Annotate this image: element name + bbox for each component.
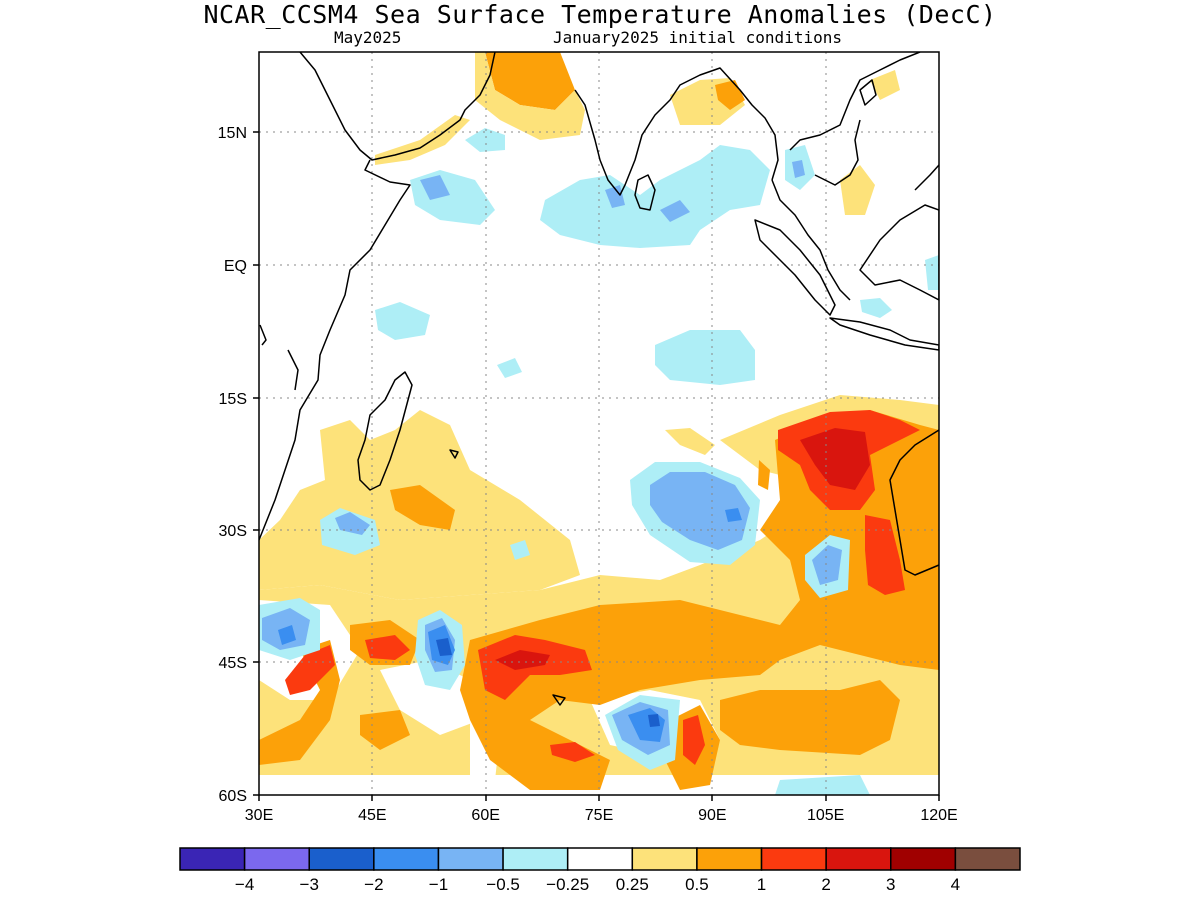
madagascar-coast	[357, 371, 413, 491]
sumatra-coast	[754, 219, 836, 316]
x-tick-label: 30E	[245, 807, 273, 824]
darkred-core-australia	[800, 428, 870, 490]
colorbar-swatch	[566, 847, 634, 871]
colorbar-level-label: 2	[821, 875, 830, 894]
colorbar-swatch	[243, 847, 310, 871]
colorbar-level-label: 3	[886, 875, 895, 894]
colorbar-swatch	[825, 847, 892, 871]
colorbar-level-label: 1	[757, 875, 766, 894]
orange-region-central	[460, 410, 939, 790]
x-tick-label: 120E	[920, 807, 957, 824]
y-tick-labels: 15N EQ 15S 30S 45S 60S	[218, 125, 247, 805]
forecast-month: May2025	[334, 28, 402, 47]
orange-region-east-south	[720, 680, 900, 755]
colorbar: −4 −3 −2 −1 −0.5 −0.25 0.25 0.5 1 2 3 4	[179, 847, 1021, 894]
warm-region-arabian-sea	[475, 52, 585, 140]
x-tick-label: 45E	[358, 807, 386, 824]
darkred-core-45s	[495, 650, 550, 670]
africa-arabia-coast	[299, 52, 496, 161]
colorbar-level-label: −3	[300, 875, 319, 894]
australia-coast	[889, 429, 939, 576]
x-tick-label: 105E	[807, 807, 844, 824]
anomaly-field	[259, 52, 939, 795]
coastlines	[259, 52, 939, 706]
colorbar-swatch	[437, 847, 504, 871]
colorbar-swatch	[631, 847, 698, 871]
india-coast	[574, 67, 779, 196]
y-tick-label: 15N	[218, 125, 247, 142]
y-tick-label: 15S	[219, 391, 247, 408]
x-tick-label: 75E	[585, 807, 613, 824]
cool-region-central	[655, 330, 755, 385]
borneo-coast	[859, 204, 939, 301]
sri-lanka-coast	[634, 174, 656, 211]
map-title: NCAR_CCSM4 Sea Surface Temperature Anoma…	[203, 0, 997, 29]
colorbar-level-label: −1	[429, 875, 448, 894]
x-tick-labels: 30E 45E 60E 75E 90E 105E 120E	[245, 807, 958, 824]
colorbar-level-label: −4	[235, 875, 254, 894]
grid-lines	[259, 52, 939, 795]
colorbar-swatch	[696, 847, 763, 871]
colorbar-swatch	[179, 847, 246, 871]
red-region-45s	[478, 635, 592, 700]
colorbar-swatch	[502, 847, 569, 871]
java-coast	[829, 317, 939, 351]
orange-region-arabian-sea	[485, 52, 575, 110]
y-tick-label: 30S	[219, 523, 247, 540]
colorbar-swatch	[308, 847, 375, 871]
x-tick-label: 90E	[698, 807, 726, 824]
colorbar-swatch	[890, 847, 957, 871]
southeast-asia-coast	[771, 179, 851, 301]
initial-conditions: January2025 initial conditions	[553, 28, 842, 47]
colorbar-level-label: −0.5	[486, 875, 520, 894]
y-tick-label: 60S	[219, 788, 247, 805]
colorbar-level-label: 4	[951, 875, 960, 894]
colorbar-level-label: 0.25	[616, 875, 649, 894]
y-tick-label: EQ	[224, 258, 247, 275]
x-tick-label: 60E	[471, 807, 499, 824]
colorbar-swatch	[373, 847, 440, 871]
colorbar-level-label: 0.5	[685, 875, 709, 894]
colorbar-swatch	[760, 847, 827, 871]
colorbar-level-label: −0.25	[546, 875, 589, 894]
cool-region-bay-of-bengal	[540, 145, 770, 248]
y-tick-label: 45S	[219, 655, 247, 672]
red-region-australia-coast	[865, 515, 905, 595]
cold-region-central-core	[650, 472, 750, 550]
colorbar-swatch	[954, 847, 1021, 871]
colorbar-level-label: −2	[364, 875, 383, 894]
